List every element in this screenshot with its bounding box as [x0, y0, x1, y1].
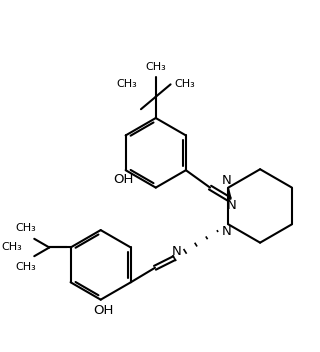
- Text: N: N: [221, 174, 231, 187]
- Text: N: N: [221, 225, 231, 238]
- Polygon shape: [228, 188, 231, 199]
- Text: N: N: [171, 245, 181, 258]
- Text: CH₃: CH₃: [174, 79, 195, 89]
- Text: CH₃: CH₃: [116, 79, 137, 89]
- Text: CH₃: CH₃: [16, 223, 36, 233]
- Text: N: N: [227, 200, 236, 213]
- Text: CH₃: CH₃: [2, 243, 22, 252]
- Text: CH₃: CH₃: [16, 262, 36, 272]
- Text: OH: OH: [93, 304, 114, 317]
- Text: OH: OH: [114, 174, 134, 186]
- Text: CH₃: CH₃: [145, 62, 166, 72]
